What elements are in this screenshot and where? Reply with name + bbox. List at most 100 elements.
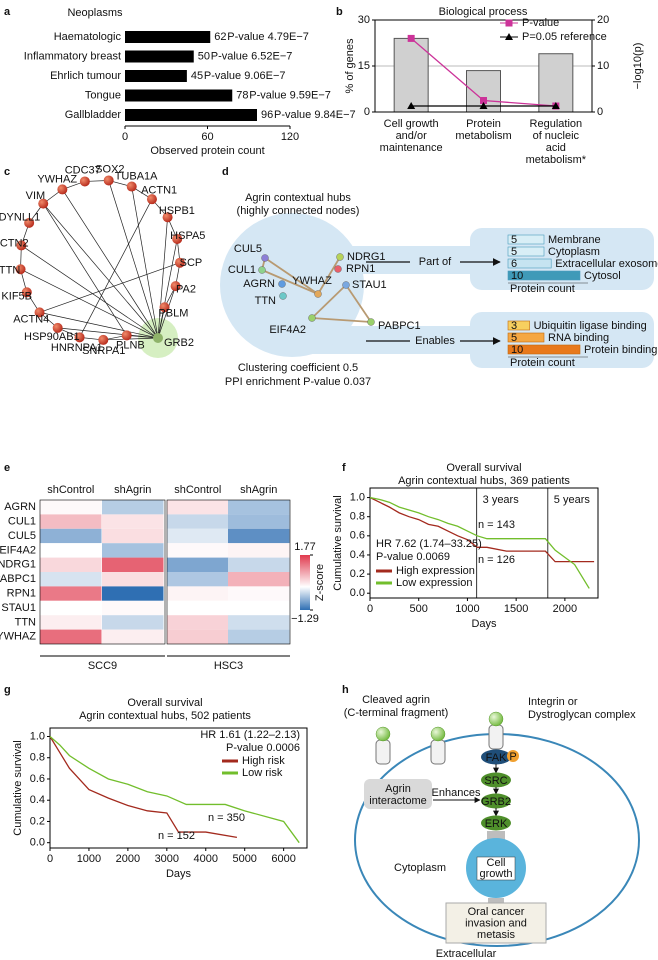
heat-cell bbox=[102, 629, 164, 644]
hub-node bbox=[314, 290, 322, 298]
node-label: STAU1 bbox=[352, 279, 387, 291]
diagram-stat: Clustering coefficient 0.5 bbox=[238, 362, 358, 374]
marker bbox=[479, 102, 488, 110]
y-axis-label: % of genes bbox=[344, 38, 356, 94]
x-tick-label: Protein bbox=[466, 118, 501, 130]
y-tick-label: 1.0 bbox=[30, 730, 45, 742]
node-label: SNRPA1 bbox=[82, 345, 125, 357]
legend-label: Low risk bbox=[242, 767, 283, 779]
heat-cell bbox=[102, 528, 164, 544]
n-label: n = 350 bbox=[208, 812, 245, 824]
colorbar-label: 1.77 bbox=[294, 541, 315, 553]
network-node bbox=[74, 332, 85, 343]
edge bbox=[317, 256, 341, 295]
node-label: TTN bbox=[0, 264, 20, 276]
hub-node bbox=[334, 265, 342, 273]
chart-subtitle: Agrin contextual hubs, 369 patients bbox=[398, 475, 570, 487]
category-label: Inflammatory breast bbox=[24, 50, 121, 62]
plot-frame bbox=[369, 487, 599, 599]
heat-cell bbox=[40, 528, 102, 544]
node-label: SCP bbox=[180, 257, 203, 269]
count-bar bbox=[507, 320, 530, 331]
node-label: DYNLL1 bbox=[0, 212, 40, 224]
column-label: shAgrin bbox=[114, 484, 151, 496]
kinase-label: GRB2 bbox=[481, 796, 511, 808]
network-node bbox=[121, 330, 132, 341]
cluster-blob bbox=[220, 213, 364, 357]
p-value-label: P-value 9.84E−7 bbox=[274, 109, 356, 121]
y-tick-label: 0.4 bbox=[30, 794, 45, 806]
row-label: PABPC1 bbox=[0, 573, 36, 585]
stat-label: HR 1.61 (1.22–2.13) bbox=[200, 729, 300, 741]
x-tick-label: 0 bbox=[367, 603, 373, 615]
marker bbox=[551, 102, 560, 110]
heat-cell bbox=[40, 615, 102, 630]
edge bbox=[103, 337, 159, 341]
group-label: HSC3 bbox=[214, 660, 243, 672]
x-tick-label: 4000 bbox=[194, 853, 218, 865]
y-tick-label: 15 bbox=[358, 60, 370, 72]
kinase-label: SRC bbox=[484, 775, 507, 787]
node-label: NDRG1 bbox=[347, 251, 386, 263]
value-label: 62 bbox=[214, 31, 226, 43]
group-frame bbox=[166, 499, 291, 645]
x-axis-label: Observed protein count bbox=[150, 145, 264, 157]
n-label: n = 143 bbox=[478, 519, 515, 531]
marker bbox=[407, 102, 416, 110]
count-bar bbox=[507, 258, 552, 269]
hub-node bbox=[308, 314, 316, 322]
stat-label: P-value 0.0006 bbox=[226, 742, 300, 754]
x-tick-label: 1000 bbox=[77, 853, 101, 865]
legend-label: P-value bbox=[522, 17, 559, 29]
chart-title: Overall survival bbox=[127, 697, 202, 709]
edge bbox=[42, 203, 127, 336]
survival-curve bbox=[369, 496, 595, 563]
heat-cell bbox=[228, 615, 290, 630]
chart-title: Neoplasms bbox=[67, 7, 123, 19]
marker bbox=[480, 97, 487, 104]
n-label: n = 152 bbox=[158, 830, 195, 842]
y-tick-label: 0.0 bbox=[350, 587, 365, 599]
y-tick-label: 0.8 bbox=[350, 511, 365, 523]
x-tick-label: Cell growth bbox=[384, 118, 439, 130]
receptor bbox=[430, 739, 446, 765]
hub-node bbox=[279, 292, 287, 300]
column-label: shAgrin bbox=[240, 484, 277, 496]
x-tick-label: 60 bbox=[201, 131, 213, 143]
chart-title: Overall survival bbox=[446, 462, 521, 474]
value-label: 96 bbox=[261, 109, 273, 121]
cytoplasm-label: Cytoplasm bbox=[394, 862, 446, 874]
x-tick-label: 2000 bbox=[553, 603, 577, 615]
x-tick-label: 1500 bbox=[504, 603, 528, 615]
heat-cell bbox=[228, 600, 290, 616]
kinase bbox=[481, 793, 511, 809]
node-label: SOX2 bbox=[95, 163, 124, 175]
node-label: PABPC1 bbox=[378, 320, 421, 332]
network-node bbox=[38, 198, 49, 209]
marker bbox=[407, 34, 415, 42]
count-bar bbox=[507, 270, 581, 281]
kinase bbox=[481, 815, 511, 831]
legend-label: Low expression bbox=[396, 577, 472, 589]
panel-letter: e bbox=[4, 462, 10, 474]
bar bbox=[393, 37, 429, 113]
extracellular-label: Extracellular bbox=[436, 948, 497, 960]
term-label: Cytoplasm bbox=[548, 246, 600, 258]
node-label: ACTN4 bbox=[13, 314, 49, 326]
survival-curve bbox=[49, 736, 238, 839]
column-label: shControl bbox=[174, 484, 221, 496]
count-axis-label: Protein count bbox=[510, 283, 575, 295]
y-tick-label: 0.2 bbox=[30, 815, 45, 827]
interactome-box bbox=[364, 779, 432, 809]
y-axis-label: Cumulative survival bbox=[332, 495, 344, 590]
hub-node bbox=[342, 281, 350, 289]
panel-letter: a bbox=[4, 6, 11, 18]
term-label: Ubiquitin ligase binding bbox=[534, 320, 647, 332]
receptor bbox=[375, 739, 391, 765]
heat-cell bbox=[40, 572, 102, 587]
node-label: PLNB bbox=[116, 340, 145, 352]
cell-growth-box bbox=[476, 856, 516, 881]
network-node bbox=[172, 234, 183, 245]
network-node bbox=[146, 194, 157, 205]
heat-cell bbox=[102, 514, 164, 529]
